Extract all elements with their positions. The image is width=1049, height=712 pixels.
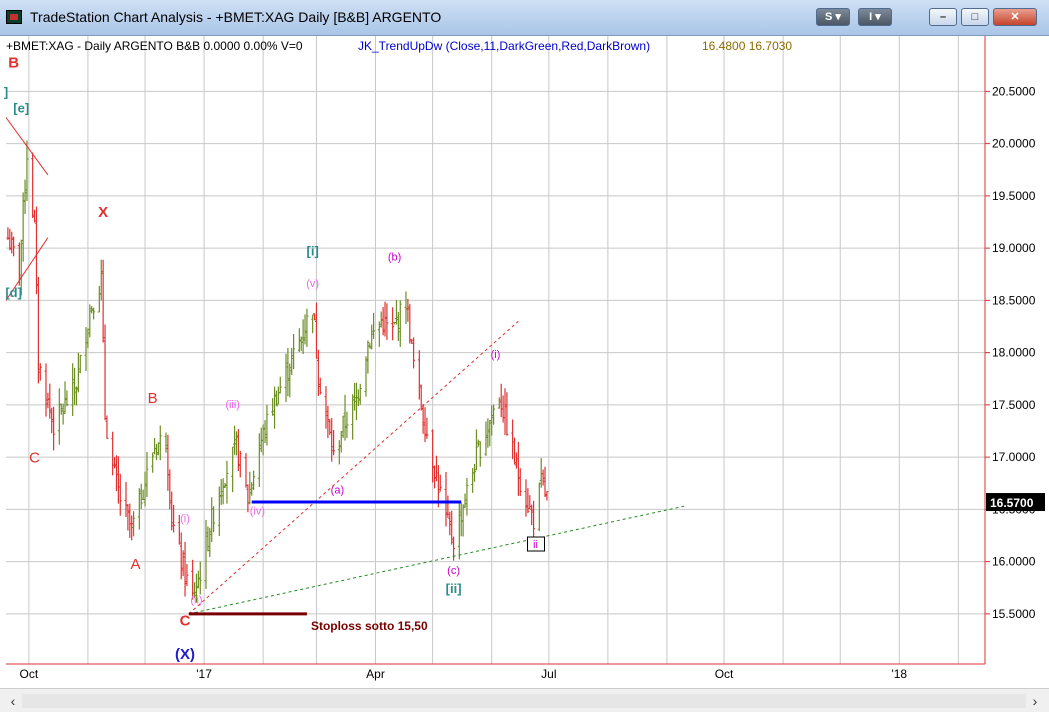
s-label: S [825, 11, 833, 23]
indicator-values: 16.4800 16.7030 [702, 39, 792, 53]
wave-labels: B [e]] [d] C X B A (i) (ii) C (X) (iii) (iv) (v) [i] (a… [4, 54, 545, 663]
wave-label: ii [533, 539, 538, 551]
wave-label-box [526, 536, 545, 552]
wave-label: (X) [175, 646, 195, 663]
red-upper-wedge-line [5, 117, 49, 176]
last-price-label: 16.5700 [990, 496, 1034, 510]
minimize-button[interactable]: – [929, 8, 957, 26]
wave-label: B [148, 390, 158, 407]
grid-lines [6, 36, 985, 664]
trend-lines: Stoploss sotto 15,50 [5, 117, 685, 633]
scroll-left-arrow-icon[interactable]: ‹ [10, 693, 16, 709]
last-price-tag [986, 493, 1045, 512]
wave-label: X [98, 204, 108, 221]
wave-label: (iv) [250, 506, 265, 518]
wave-label: (iii) [225, 399, 240, 411]
y-tick-label: 16.0000 [992, 555, 1036, 569]
wave-label: [d] [5, 285, 22, 300]
wave-label: C [180, 612, 191, 629]
red-lower-wedge-line [5, 237, 49, 301]
wave-label: (i) [180, 513, 190, 525]
stoploss-label: Stoploss sotto 15,50 [311, 619, 428, 633]
x-tick-label: Oct [20, 667, 39, 681]
symbol-info: +BMET:XAG - Daily ARGENTO B&B 0.0000 0.0… [6, 39, 303, 53]
close-button[interactable]: ✕ [993, 8, 1037, 26]
scroll-right-arrow-icon[interactable]: › [1032, 693, 1038, 709]
wave-label: C [29, 449, 40, 466]
wave-label: B [8, 54, 19, 71]
x-tick-label: Jul [541, 667, 556, 681]
y-tick-label: 17.0000 [992, 450, 1036, 464]
tradestation-app-icon [6, 10, 22, 24]
x-tick-label: Apr [366, 667, 385, 681]
i-menu-button[interactable]: I ▾ [858, 8, 892, 26]
indicator-name: JK_TrendUpDw (Close,11,DarkGreen,Red,Dar… [358, 39, 650, 53]
wave-label: (ii) [190, 594, 202, 606]
wave-label: [ii] [446, 581, 462, 596]
scroll-track[interactable] [22, 694, 1026, 708]
green-dotted-support-line [188, 505, 685, 615]
s-menu-button[interactable]: S ▾ [816, 8, 850, 26]
wave-label: (v) [306, 278, 319, 290]
x-tick-label: '18 [891, 667, 907, 681]
y-tick-label: 18.5000 [992, 293, 1036, 307]
y-tick-label: 17.5000 [992, 398, 1036, 412]
y-tick-label: 20.0000 [992, 137, 1036, 151]
chart-area[interactable]: Stoploss sotto 15,50 B [e]] [d] C X B A (i) (ii)… [0, 36, 1049, 688]
y-tick-label: 19.5000 [992, 189, 1036, 203]
window-titlebar: TradeStation Chart Analysis - +BMET:XAG … [0, 0, 1049, 36]
wave-label: [e] [13, 100, 29, 115]
wave-label: (a) [331, 485, 344, 497]
price-chart[interactable]: Stoploss sotto 15,50 B [e]] [d] C X B A (i) (ii)… [0, 36, 1049, 688]
x-tick-label: '17 [196, 667, 212, 681]
wave-label: (i) [491, 349, 501, 361]
y-tick-label: 19.0000 [992, 241, 1036, 255]
maximize-button[interactable]: □ [961, 8, 989, 26]
horizontal-scrollbar[interactable]: ‹ › [0, 688, 1049, 712]
wave-label: (c) [447, 565, 460, 577]
wave-label: [i] [307, 243, 319, 258]
y-tick-label: 20.5000 [992, 84, 1036, 98]
y-tick-label: 15.5000 [992, 607, 1036, 621]
red-dotted-channel-line [188, 320, 519, 615]
wave-label: ] [4, 85, 8, 100]
x-tick-label: Oct [715, 667, 734, 681]
axes: 15.500016.000016.500017.000017.500018.00… [6, 36, 1045, 681]
wave-label: (b) [388, 252, 401, 264]
i-label: I [869, 11, 873, 23]
wave-label: A [131, 556, 141, 573]
price-bars [6, 140, 549, 603]
y-tick-label: 18.0000 [992, 346, 1036, 360]
window-title: TradeStation Chart Analysis - +BMET:XAG … [30, 9, 442, 25]
